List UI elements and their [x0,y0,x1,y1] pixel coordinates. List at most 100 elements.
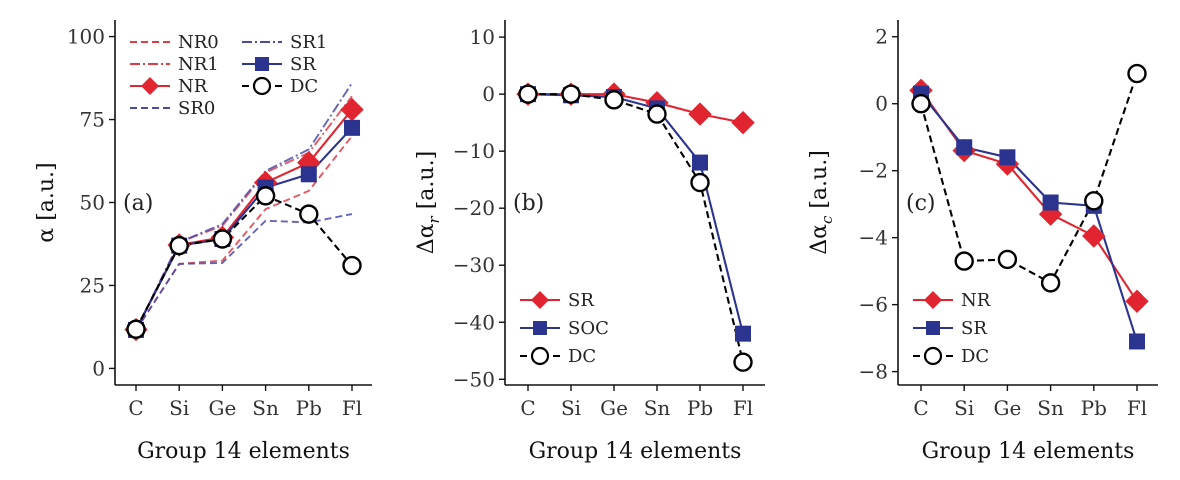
x-tick-label: Sn [644,396,671,420]
legend-marker-sr [255,57,269,71]
x-tick-label: C [128,396,143,420]
series-line-soc [527,93,745,334]
y-tick-label: −30 [453,253,495,277]
x-tick-label: Ge [993,396,1021,420]
data-point-sr [300,166,317,183]
series-line-sr [528,93,744,124]
data-point-dc [911,94,931,114]
legend-label: DC [961,346,989,367]
data-point-dc [954,251,974,271]
legend-marker-dc [252,76,272,96]
data-point-dc [690,172,710,193]
legend-label: SR1 [290,32,327,53]
data-point-dc [126,319,146,339]
data-point-dc [561,84,581,104]
legend-marker-sr [531,291,549,309]
data-point-dc [604,90,624,110]
series-line-dc [135,194,353,330]
series-line-sr [920,93,1139,342]
series-line-nr [920,89,1138,302]
legend-marker-sr [926,321,940,335]
data-point-dc [1040,273,1061,293]
series-line-dc [528,93,745,363]
legend-label: DC [290,76,318,97]
legend-label: NR [961,290,991,311]
series-line-nr0 [135,135,353,331]
x-tick-label: Pb [1081,396,1107,420]
y-tick-label: −2 [859,159,888,183]
data-point-dc [997,249,1018,270]
data-point-sr [956,139,973,156]
y-tick-label: 0 [875,92,888,116]
legend-label: SR [568,290,594,311]
data-point-sr [1042,194,1059,211]
y-tick-label: 10 [470,25,495,49]
data-point-sr [688,102,712,126]
data-point-sr [344,119,360,136]
y-tick-label: 0 [482,82,495,106]
chart-panel-3: 2 0 −2 −4 −6 −8 C Si Ge Sn Pb Fl Group 14 elements Δα… [807,20,1158,464]
legend: NR SR DC [913,290,991,367]
y-axis-title-sub: r [425,215,443,223]
series-line-sr [135,127,353,331]
x-tick-label: Ge [208,396,236,420]
x-tick-label: Sn [252,396,279,420]
data-point-nr [1125,289,1149,313]
legend-marker-dc [923,346,943,366]
legend-label: NR [178,76,208,97]
y-axis-title-sub: c [818,215,836,224]
panel-label: (a) [123,191,153,216]
series-line-dc [919,73,1138,284]
chart-panel-2: 10 0 −10 −20 −30 −40 −50 C Si Ge Sn Pb Fl Group 14 el… [414,20,765,464]
panel-label: (b) [513,191,544,216]
x-tick-label: Fl [342,396,362,420]
x-tick-label: Sn [1037,396,1064,420]
legend-label: SOC [568,318,609,339]
y-tick-label: −10 [453,139,495,163]
legend-marker-nr [924,291,942,309]
y-axis-title-main: Δα [414,223,439,254]
y-tick-label: −20 [453,196,495,220]
data-point-sr [731,110,755,135]
data-point-dc [518,84,538,104]
legend-marker-nr [141,77,159,95]
x-axis-title: Group 14 elements [922,439,1135,464]
data-point-dc [212,229,233,249]
legend-label: NR0 [178,32,219,53]
y-tick-label: 25 [80,273,105,297]
data-point-dc [1127,63,1147,84]
y-tick-label: 0 [92,356,105,380]
x-tick-label: Si [561,396,581,420]
x-tick-label: Si [954,396,974,420]
series-line-sr0 [135,213,353,331]
x-tick-label: Pb [687,396,713,420]
legend-label: SR0 [178,98,215,119]
y-tick-label: 75 [80,108,105,132]
data-point-soc [735,325,751,342]
data-point-sr [1129,333,1145,350]
data-point-dc [647,104,667,124]
y-tick-label: −6 [859,293,888,317]
y-axis-title-unit: [a.u.] [807,150,832,215]
y-tick-label: −4 [859,226,888,250]
data-point-nr [340,97,364,122]
y-tick-label: 2 [875,25,888,49]
data-point-dc [169,235,189,256]
y-axis-title: Δαc [a.u.] [807,150,836,255]
y-axis-title: Δαr [a.u.] [414,151,443,254]
x-tick-label: Si [169,396,189,420]
series-line-sr1 [135,82,353,331]
x-tick-label: Fl [1127,396,1147,420]
y-axis-title: α [a.u.] [34,162,59,242]
data-point-soc [692,154,708,171]
x-axis-title: Group 14 elements [137,439,350,464]
data-point-nr [1082,224,1106,248]
chart-panel-1: 0 25 50 75 100 C Si Ge Sn Pb Fl Group 14 elements α … [34,20,372,464]
y-axis-title-unit: [a.u.] [414,151,439,216]
data-point-dc [299,204,319,224]
legend-marker-dc [530,346,550,366]
legend-label: DC [568,346,596,367]
legend-label: SR [290,54,316,75]
x-tick-label: Pb [296,396,322,420]
